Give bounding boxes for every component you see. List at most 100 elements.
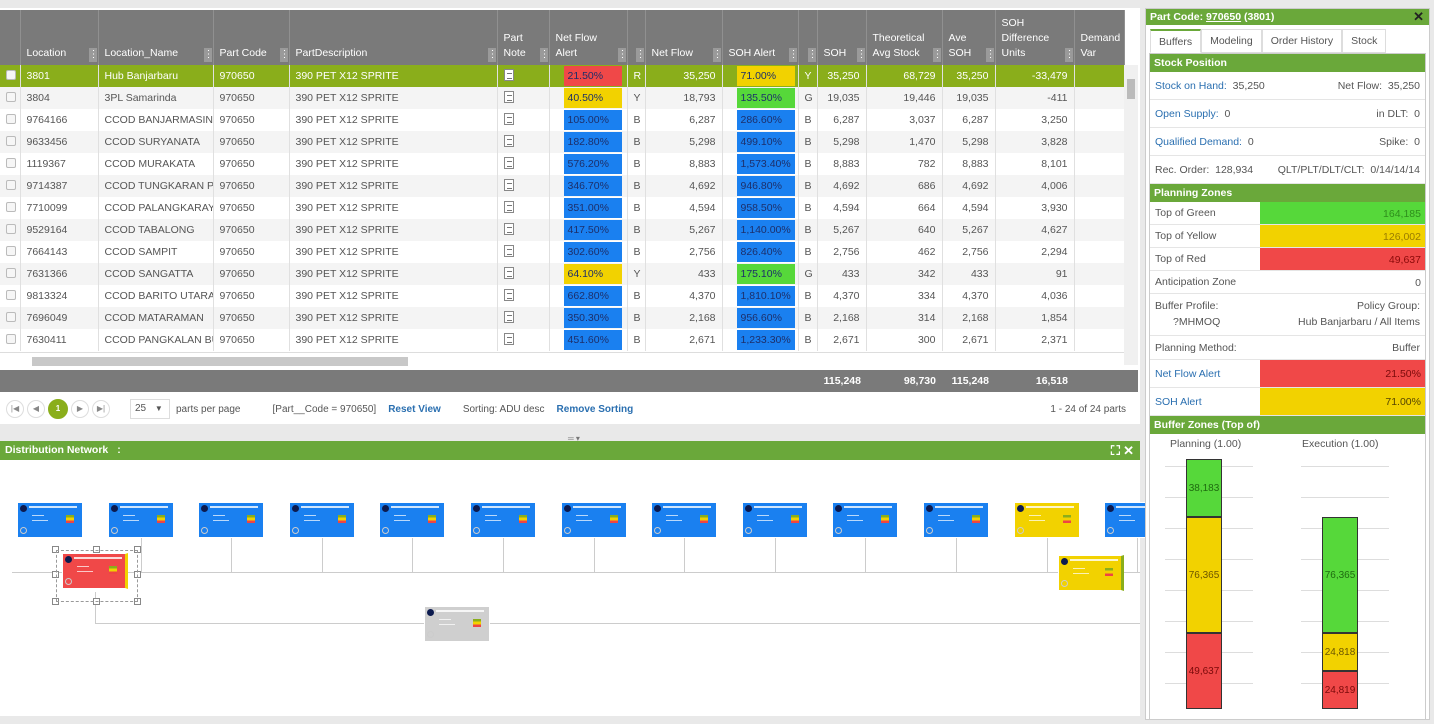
resize-handle[interactable] bbox=[52, 546, 59, 553]
splitter-handle[interactable]: ═ ▾ bbox=[568, 434, 580, 443]
note-icon[interactable] bbox=[503, 288, 514, 301]
row-checkbox[interactable] bbox=[6, 333, 16, 344]
row-checkbox[interactable] bbox=[6, 135, 16, 146]
column-header[interactable]: Net Flow ⋮ bbox=[645, 10, 723, 65]
resize-handle[interactable] bbox=[93, 546, 100, 553]
column-header[interactable]: Part Note ⋮ bbox=[497, 10, 550, 65]
row-checkbox[interactable] bbox=[6, 289, 16, 300]
part-code-link[interactable]: 970650 bbox=[1206, 11, 1242, 23]
column-header[interactable]: SOH Alert ⋮ bbox=[722, 10, 799, 65]
note-icon[interactable] bbox=[503, 310, 514, 323]
network-node[interactable] bbox=[832, 502, 899, 538]
column-menu-icon[interactable]: ⋮ bbox=[788, 48, 799, 62]
tab-buffers[interactable]: Buffers bbox=[1150, 29, 1202, 53]
note-icon[interactable] bbox=[503, 68, 514, 81]
soh-alert-link[interactable]: SOH Alert bbox=[1155, 395, 1202, 408]
row-checkbox[interactable] bbox=[6, 267, 16, 278]
network-node[interactable] bbox=[288, 502, 355, 538]
first-page-button[interactable]: |◀ bbox=[6, 400, 24, 418]
note-icon[interactable] bbox=[503, 90, 514, 103]
per-page-select[interactable]: 25 ▼ bbox=[130, 399, 170, 419]
page-1-button[interactable]: 1 bbox=[48, 399, 68, 419]
close-icon[interactable]: ✕ bbox=[1413, 9, 1424, 24]
row-checkbox[interactable] bbox=[6, 201, 16, 212]
table-row[interactable]: 3804 3PL Samarinda 970650 390 PET X12 SPRIT… bbox=[0, 87, 1125, 109]
network-node[interactable] bbox=[923, 502, 989, 538]
note-icon[interactable] bbox=[503, 266, 514, 279]
network-node[interactable] bbox=[17, 502, 83, 538]
column-menu-icon[interactable]: ⋮ bbox=[617, 48, 628, 62]
tab-modeling[interactable]: Modeling bbox=[1201, 29, 1262, 53]
horizontal-scrollbar[interactable] bbox=[0, 352, 1124, 368]
network-node[interactable] bbox=[560, 502, 627, 538]
note-icon[interactable] bbox=[503, 134, 514, 147]
column-header[interactable]: Net Flow Alert ⋮ bbox=[549, 10, 628, 65]
net-flow-alert-link[interactable]: Net Flow Alert bbox=[1155, 367, 1221, 380]
table-row[interactable]: 9633456 CCOD SURYANATA 970650 390 PET X12 S… bbox=[0, 131, 1125, 153]
column-menu-icon[interactable]: ⋮ bbox=[856, 48, 867, 62]
network-node[interactable] bbox=[470, 502, 536, 538]
column-menu-icon[interactable]: ⋮ bbox=[712, 48, 723, 62]
row-checkbox[interactable] bbox=[6, 69, 16, 80]
stock-on-hand-link[interactable]: Stock on Hand: bbox=[1155, 79, 1227, 92]
column-menu-icon[interactable]: ⋮ bbox=[1064, 48, 1075, 62]
note-icon[interactable] bbox=[503, 178, 514, 191]
expand-icon[interactable]: ⛶ bbox=[1110, 443, 1120, 458]
network-node[interactable] bbox=[107, 502, 174, 538]
column-header[interactable]: ⋮ bbox=[627, 10, 646, 65]
table-row[interactable]: 7631366 CCOD SANGATTA 970650 390 PET X12 SP… bbox=[0, 263, 1125, 285]
column-menu-icon[interactable]: ⋮ bbox=[539, 48, 550, 62]
row-checkbox[interactable] bbox=[6, 245, 16, 256]
table-row[interactable]: 1119367 CCOD MURAKATA 970650 390 PET X12 SP… bbox=[0, 153, 1125, 175]
tab-order-history[interactable]: Order History bbox=[1261, 29, 1343, 53]
table-row[interactable]: 7664143 CCOD SAMPIT 970650 390 PET X12 SPRI… bbox=[0, 241, 1125, 263]
last-page-button[interactable]: ▶| bbox=[92, 400, 110, 418]
network-node[interactable] bbox=[379, 502, 446, 538]
table-row[interactable]: 3801 Hub Banjarbaru 970650 390 PET X12 SPRI… bbox=[0, 65, 1125, 87]
column-header[interactable]: ⋮ bbox=[798, 10, 818, 65]
column-header[interactable]: Ave SOH ⋮ bbox=[942, 10, 996, 65]
tab-stock[interactable]: Stock bbox=[1342, 29, 1387, 53]
open-supply-link[interactable]: Open Supply: bbox=[1155, 107, 1219, 120]
vertical-scrollbar[interactable] bbox=[1124, 65, 1138, 365]
prev-page-button[interactable]: ◀ bbox=[27, 400, 45, 418]
column-header[interactable]: PartDescription ⋮ bbox=[289, 10, 498, 65]
note-icon[interactable] bbox=[503, 244, 514, 257]
remove-sorting-link[interactable]: Remove Sorting bbox=[556, 403, 634, 415]
next-page-button[interactable]: ▶ bbox=[71, 400, 89, 418]
reset-view-link[interactable]: Reset View bbox=[388, 403, 441, 415]
column-menu-icon[interactable]: ⋮ bbox=[487, 48, 498, 62]
column-header[interactable]: Part Code ⋮ bbox=[213, 10, 290, 65]
column-header[interactable]: Demand Var bbox=[1074, 10, 1125, 65]
row-checkbox[interactable] bbox=[6, 223, 16, 234]
column-menu-icon[interactable]: ⋮ bbox=[88, 48, 99, 62]
table-row[interactable]: 7696049 CCOD MATARAMAN 970650 390 PET X12 S… bbox=[0, 307, 1125, 329]
network-node[interactable] bbox=[1058, 555, 1124, 591]
column-menu-icon[interactable]: ⋮ bbox=[932, 48, 943, 62]
column-menu-icon[interactable]: ⋮ bbox=[203, 48, 214, 62]
column-header[interactable]: SOH Difference Units ⋮ bbox=[995, 10, 1075, 65]
table-row[interactable]: 9813324 CCOD BARITO UTARA 970650 390 PET X1… bbox=[0, 285, 1125, 307]
column-menu-icon[interactable]: ⋮ bbox=[635, 48, 646, 62]
column-header[interactable]: Theoretical Avg Stock ⋮ bbox=[866, 10, 943, 65]
qualified-demand-link[interactable]: Qualified Demand: bbox=[1155, 135, 1242, 148]
table-row[interactable]: 9529164 CCOD TABALONG 970650 390 PET X12 SP… bbox=[0, 219, 1125, 241]
column-menu-icon[interactable]: ⋮ bbox=[807, 48, 818, 62]
column-header[interactable]: Location_Name ⋮ bbox=[98, 10, 214, 65]
row-checkbox[interactable] bbox=[6, 91, 16, 102]
resize-handle[interactable] bbox=[52, 571, 59, 578]
select-all-header[interactable] bbox=[0, 10, 21, 65]
note-icon[interactable] bbox=[503, 156, 514, 169]
row-checkbox[interactable] bbox=[6, 179, 16, 190]
table-row[interactable]: 7710099 CCOD PALANGKARAYA 970650 390 PET X1… bbox=[0, 197, 1125, 219]
close-icon[interactable]: ✕ bbox=[1123, 443, 1134, 458]
network-node[interactable] bbox=[741, 502, 808, 538]
network-node[interactable] bbox=[1013, 502, 1080, 538]
note-icon[interactable] bbox=[503, 222, 514, 235]
note-icon[interactable] bbox=[503, 332, 514, 345]
row-checkbox[interactable] bbox=[6, 113, 16, 124]
column-menu-icon[interactable]: ⋮ bbox=[279, 48, 290, 62]
column-header[interactable]: SOH ⋮ bbox=[817, 10, 867, 65]
